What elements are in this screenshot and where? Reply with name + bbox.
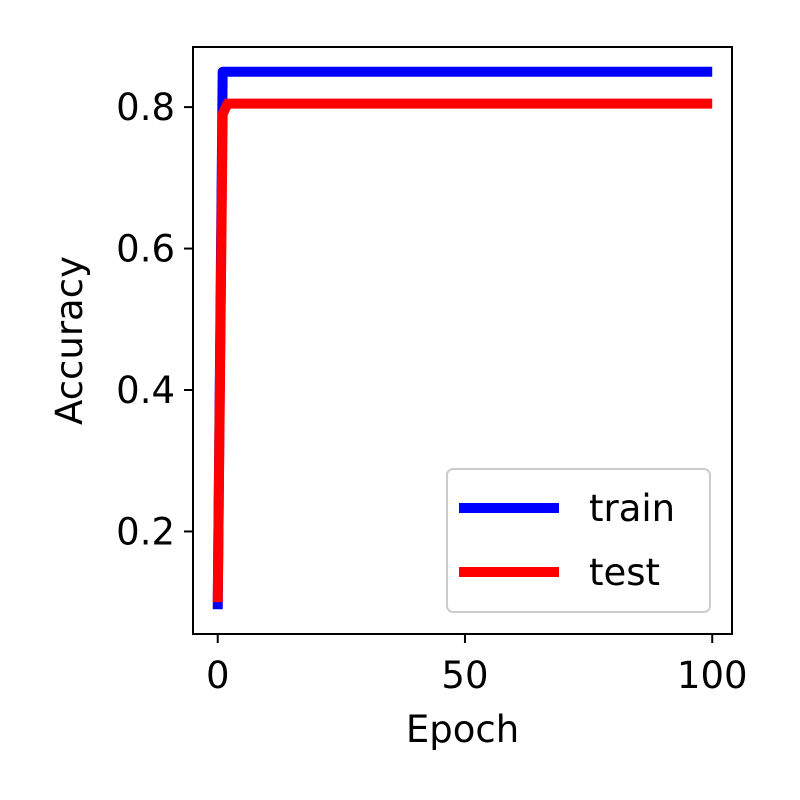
legend-label-train: train bbox=[589, 487, 675, 530]
series-line-test bbox=[212, 98, 713, 603]
x-tick-label: 100 bbox=[677, 654, 748, 697]
x-axis-ticks: 0 50 100 bbox=[206, 634, 748, 697]
axes-frame bbox=[192, 46, 733, 635]
y-axis-ticks: 0.2 0.4 0.6 0.8 bbox=[116, 86, 193, 553]
y-tick-label: 0.6 bbox=[116, 228, 175, 271]
x-axis-label: Epoch bbox=[406, 708, 519, 751]
y-axis-label: Accuracy bbox=[48, 256, 91, 425]
series-line-train bbox=[212, 66, 713, 610]
y-tick-label: 0.8 bbox=[116, 86, 175, 129]
x-tick-label: 0 bbox=[206, 654, 230, 697]
y-tick-label: 0.2 bbox=[116, 510, 175, 553]
series-layer bbox=[212, 66, 713, 610]
x-tick-label: 50 bbox=[441, 654, 488, 697]
legend-entries: train test bbox=[459, 487, 675, 594]
y-tick-label: 0.4 bbox=[116, 369, 175, 412]
legend-label-test: test bbox=[589, 551, 660, 594]
legend: train test bbox=[446, 468, 711, 613]
